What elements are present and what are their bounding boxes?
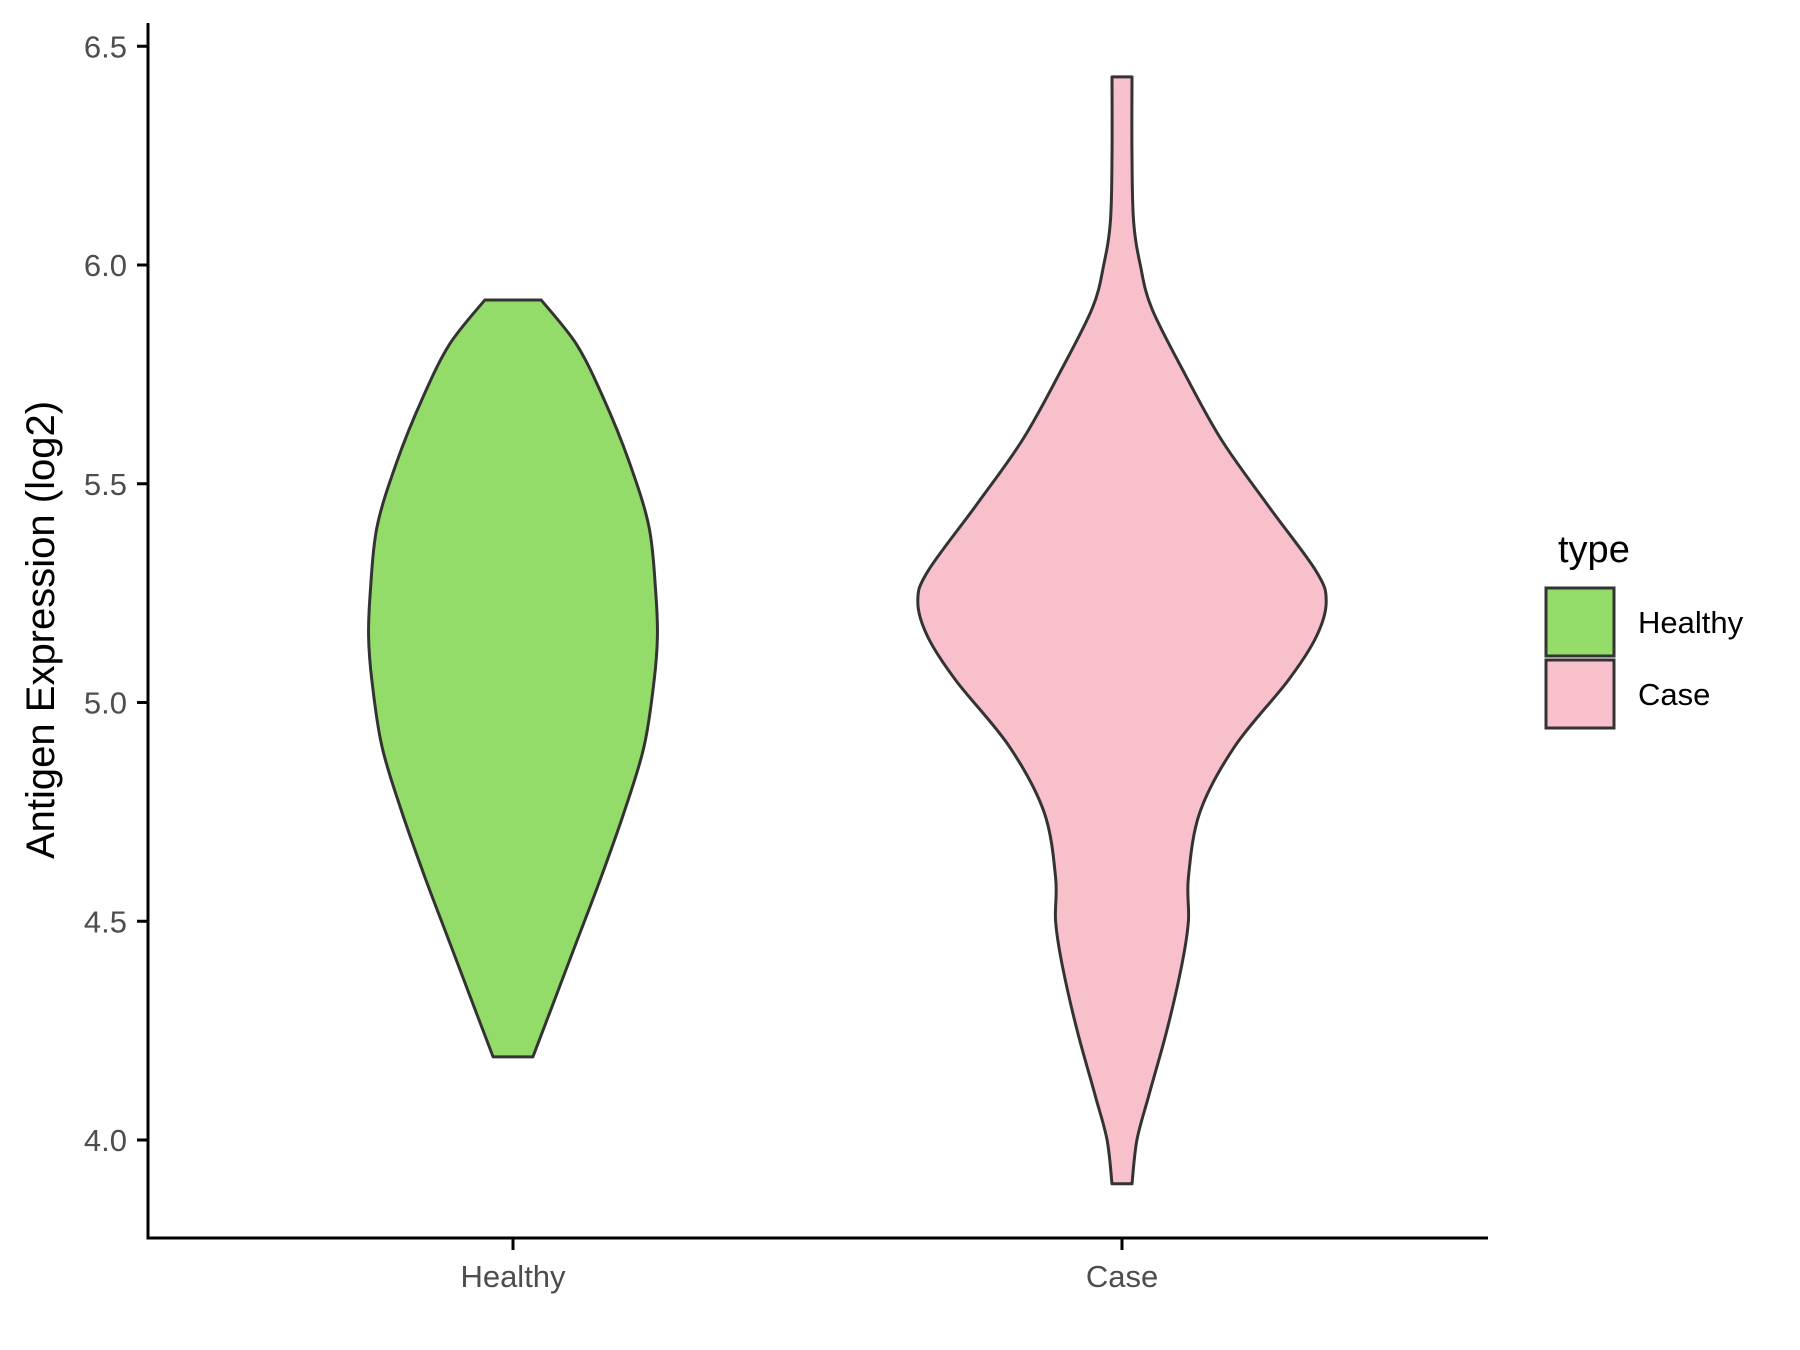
legend-title: type xyxy=(1558,529,1630,571)
x-tick-label: Case xyxy=(1086,1259,1158,1294)
violin-healthy xyxy=(367,298,659,1059)
legend-key-case xyxy=(1544,658,1616,730)
y-tick-label: 6.0 xyxy=(84,248,127,283)
legend-label: Healthy xyxy=(1638,605,1744,640)
y-tick-label: 5.5 xyxy=(84,467,127,502)
y-ticks: 4.0 4.5 5.0 5.5 6.0 6.5 xyxy=(84,29,148,1158)
violins-layer xyxy=(367,75,1328,1186)
y-tick-label: 4.0 xyxy=(84,1123,127,1158)
x-tick-label: Healthy xyxy=(460,1259,566,1294)
y-tick-label: 4.5 xyxy=(84,904,127,939)
legend-label: Case xyxy=(1638,677,1710,712)
y-tick-label: 6.5 xyxy=(84,29,127,64)
y-axis-title: Antigen Expression (log2) xyxy=(19,401,63,859)
violin-case xyxy=(916,75,1328,1186)
legend: type Healthy Case xyxy=(1544,529,1744,730)
legend-key-healthy xyxy=(1544,586,1616,658)
y-tick-label: 5.0 xyxy=(84,686,127,721)
x-ticks: Healthy Case xyxy=(460,1238,1158,1294)
